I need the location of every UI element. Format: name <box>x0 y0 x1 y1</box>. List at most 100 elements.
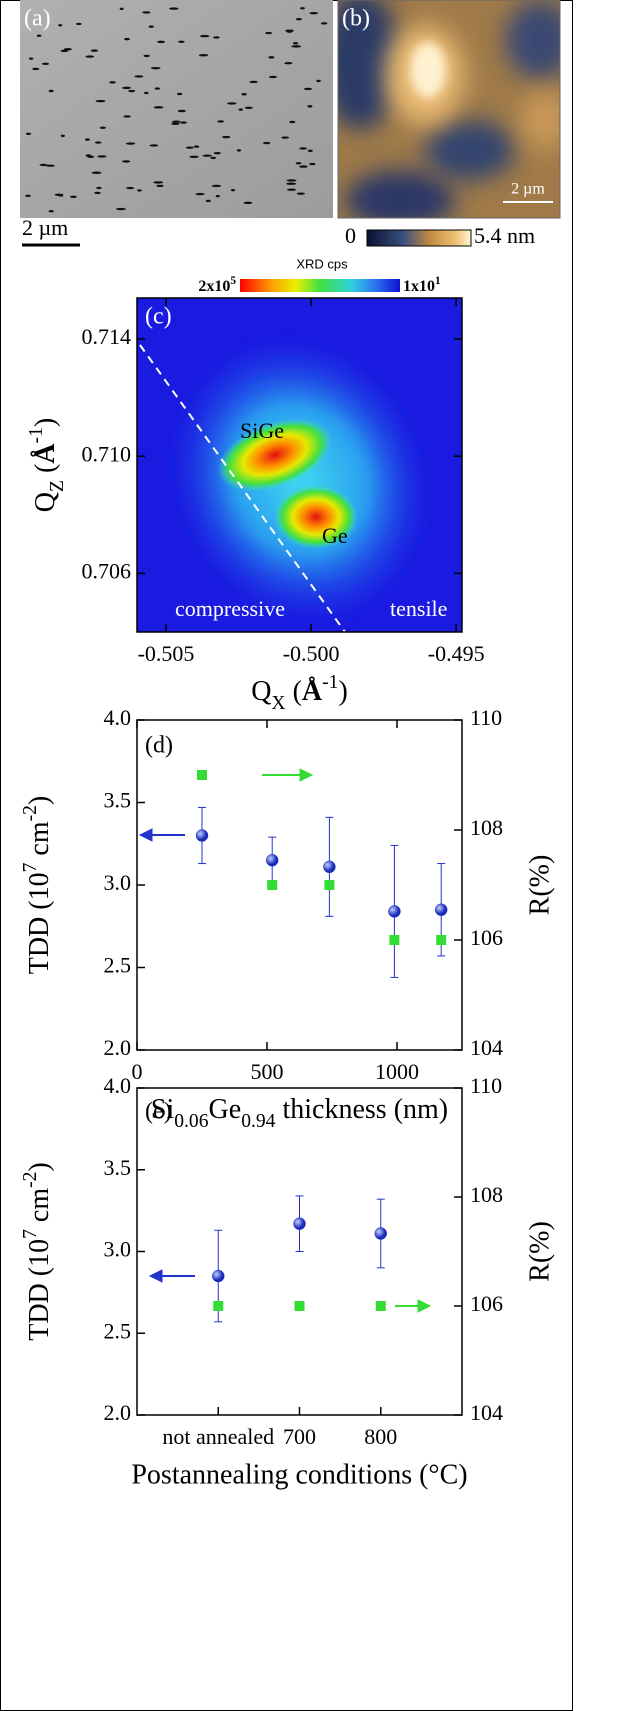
y2-tick-label: 106 <box>470 925 503 950</box>
x-tick-label: 0 <box>132 1059 143 1084</box>
sem-pit <box>299 147 308 150</box>
sem-pit <box>303 87 313 91</box>
colorbar-max-label: 5.4 nm <box>474 223 535 248</box>
marker <box>294 1301 305 1311</box>
sem-pit <box>156 184 164 188</box>
label-part: -2 <box>20 1172 41 1188</box>
colorbar-max-label: 2x105 <box>198 275 236 295</box>
x-tick-label: 500 <box>251 1059 284 1084</box>
label-part: -2 <box>20 805 41 821</box>
sem-pit <box>292 42 299 45</box>
x-axis-label: Postannealing conditions (°C) <box>131 1459 467 1490</box>
sem-pit <box>268 56 275 59</box>
label-part: 5 <box>230 275 236 287</box>
x-tick-label: not annealed <box>162 1424 274 1449</box>
x-tick-label: 800 <box>364 1424 397 1449</box>
sem-pit <box>91 171 102 174</box>
sem-pit <box>299 165 308 168</box>
label-part: ) <box>24 796 55 805</box>
marker <box>293 1217 306 1230</box>
scale-bar-label: 2 µm <box>511 181 545 198</box>
y2-tick-label: 106 <box>470 1291 503 1316</box>
sem-pit <box>123 115 131 118</box>
sem-pit <box>169 7 179 10</box>
y2-axis-label: R(%) <box>524 855 555 916</box>
sem-pit <box>144 91 149 95</box>
sem-pit <box>177 109 186 113</box>
colorbar <box>240 279 400 292</box>
sem-pit <box>153 181 164 184</box>
sem-pit <box>210 156 217 160</box>
marker <box>213 1301 224 1311</box>
marker <box>388 905 401 918</box>
sem-pit <box>238 108 243 111</box>
label-part: X <box>271 693 285 714</box>
sem-pit <box>25 194 31 198</box>
sem-pit <box>171 122 180 125</box>
sem-pit <box>244 106 253 110</box>
y2-tick-label: 104 <box>470 1400 503 1425</box>
sem-image <box>20 0 333 218</box>
label-part: Q <box>30 492 61 512</box>
sem-pit <box>126 186 135 190</box>
sem-pit <box>268 75 278 79</box>
sem-pit <box>286 30 293 33</box>
sem-pit <box>153 106 164 109</box>
label-part: Z <box>47 480 68 492</box>
label-part: Å <box>30 443 61 464</box>
marker <box>267 880 278 890</box>
sem-pit <box>32 67 40 71</box>
y-tick-label: 3.5 <box>104 788 132 813</box>
sem-pit <box>96 186 102 190</box>
y2-tick-label: 110 <box>470 705 502 730</box>
sem-pit <box>39 163 48 167</box>
sem-pit <box>85 55 95 58</box>
label-part: 1 <box>435 275 441 287</box>
label-part: -1 <box>26 427 47 443</box>
sem-pit <box>295 162 302 165</box>
sem-pit <box>215 194 220 198</box>
annotation: tensile <box>390 596 447 621</box>
label-part: 0.94 <box>241 1111 275 1132</box>
sem-pit <box>48 210 54 213</box>
sem-pit <box>128 89 136 93</box>
marker <box>374 1227 387 1240</box>
sem-pit <box>154 87 160 90</box>
sem-pit <box>28 57 34 60</box>
sem-pit <box>115 207 126 211</box>
label-part: TDD (10 <box>24 872 55 974</box>
sem-pit <box>205 199 211 203</box>
label-part: ) <box>30 418 61 427</box>
sem-pit <box>316 79 321 83</box>
sem-pit <box>124 37 130 41</box>
sem-pit <box>284 61 293 65</box>
y2-axis-label: R(%) <box>524 1221 555 1282</box>
sem-pit <box>241 93 247 96</box>
sem-pit <box>60 49 69 53</box>
sem-pit <box>307 149 313 152</box>
x-tick-label: 700 <box>283 1424 316 1449</box>
marker <box>436 935 447 945</box>
label-part: ( <box>30 464 61 480</box>
label-part: Q <box>251 676 271 707</box>
sem-pit <box>95 99 106 103</box>
y-tick-label: 3.5 <box>104 1155 132 1180</box>
sem-pit <box>177 92 183 96</box>
marker <box>197 770 207 780</box>
label-part: 2x10 <box>198 278 230 295</box>
colorbar <box>366 229 472 247</box>
sem-pit <box>143 54 150 58</box>
label-part: 7 <box>20 1229 41 1239</box>
scale-bar-label: 2 µm <box>22 215 68 240</box>
y-tick-label: 2.5 <box>104 953 132 978</box>
sem-pit <box>122 86 131 90</box>
label-part: ) <box>338 676 347 707</box>
sem-pit <box>134 75 144 78</box>
label-part: ( <box>286 676 302 707</box>
y2-tick-label: 110 <box>470 1073 502 1098</box>
sem-pit <box>202 154 212 157</box>
colorbar-min-label: 0 <box>345 223 356 248</box>
y-tick-label: 4.0 <box>104 705 132 730</box>
